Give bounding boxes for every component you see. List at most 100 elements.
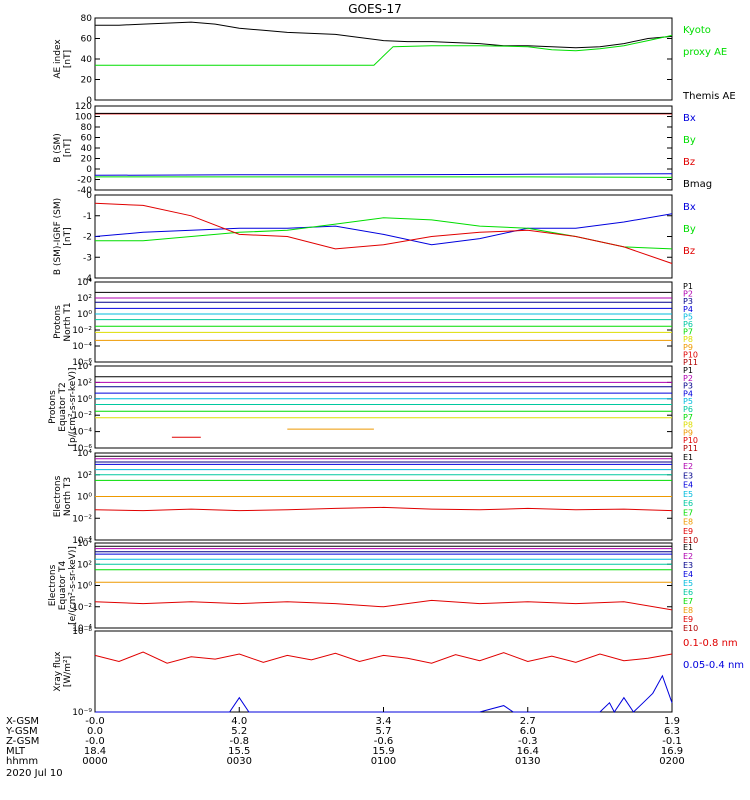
- y-tick-label: 10⁰: [77, 582, 92, 592]
- legend-entry: P7: [683, 413, 693, 422]
- series-bx: [94, 213, 673, 246]
- panel-frame: [94, 17, 673, 101]
- y-axis-label: Xray flux: [53, 651, 63, 692]
- legend-entry: Bz: [683, 246, 695, 257]
- y-tick-label: 10²: [77, 471, 92, 481]
- y-tick-label: 10⁴: [77, 278, 92, 288]
- x-cell: 0.0: [87, 726, 103, 737]
- legend-entry: E8: [683, 606, 693, 615]
- y-tick-label: 10⁻²: [72, 514, 92, 524]
- y-tick-label: 20: [81, 155, 93, 165]
- y-tick-label: 10⁻⁴: [72, 624, 92, 634]
- legend-entry: P8: [683, 335, 693, 344]
- legend-entry: Themis AE: [682, 91, 736, 102]
- x-cell: 16.4: [517, 746, 539, 757]
- x-cell: 3.4: [376, 716, 392, 727]
- legend-entry: E2: [683, 552, 693, 561]
- legend-entry: E4: [683, 481, 693, 490]
- y-axis-label: Protons: [53, 305, 63, 339]
- series-by: [95, 217, 673, 250]
- y-tick-label: 10⁴: [77, 362, 92, 372]
- series-bx: [94, 173, 673, 176]
- panel-ae: 80 60 40 20 0 AE index [nT] Kyoto proxy AE Themis…: [53, 14, 736, 106]
- x-cell: 6.0: [520, 726, 536, 737]
- y-axis-label: [nT]: [63, 227, 73, 245]
- panel-frame: [94, 365, 673, 449]
- legend-entry: E4: [683, 570, 693, 579]
- legend-entry: P5: [683, 312, 693, 321]
- legend-entry: E10: [683, 536, 698, 545]
- legend-entry: Kyoto: [683, 25, 711, 36]
- y-tick-label: 10⁴: [77, 449, 92, 459]
- series-by: [95, 176, 673, 178]
- legend-entry: E5: [683, 579, 693, 588]
- series-e9: [94, 506, 673, 512]
- legend-entry: E1: [683, 543, 693, 552]
- y-tick-label: 0: [86, 96, 92, 106]
- series-kyoto-proxy-ae: [95, 34, 673, 66]
- y-tick-label: 20: [81, 76, 93, 86]
- y-axis-label: [e/(cm²-s-sr-keV)]: [68, 546, 78, 625]
- y-axis-label: Electrons: [53, 475, 63, 517]
- series-e9: [94, 599, 673, 611]
- x-row-label: Y-GSM: [5, 726, 38, 737]
- y-axis-label: [nT]: [63, 139, 73, 157]
- x-axis-table: X-GSMY-GSMZ-GSMMLThhmm-0.00.0-0.018.4000…: [5, 707, 685, 767]
- legend-entry: Bmag: [683, 179, 712, 190]
- x-cell: 0030: [227, 756, 252, 767]
- x-cell: 15.9: [372, 746, 394, 757]
- y-axis-label: B (SM)-IGRF (SM): [53, 198, 63, 275]
- y-tick-label: -1: [83, 212, 92, 222]
- x-cell: -0.3: [518, 736, 538, 747]
- y-axis-label: [W/m²]: [63, 656, 73, 687]
- panel-pt1: 10⁴ 10² 10⁰ 10⁻² 10⁻⁴ 10⁻⁶ Protons North T1 P1P2…: [53, 278, 698, 368]
- legend-entry: 0.1-0.8 nm: [683, 638, 738, 649]
- x-row-label: X-GSM: [6, 716, 39, 727]
- y-tick-label: 10⁻²: [72, 411, 92, 421]
- y-tick-label: 10⁰: [77, 395, 92, 405]
- y-tick-label: 10²: [77, 560, 92, 570]
- y-tick-label: 10⁻⁸: [72, 627, 92, 637]
- legend-entry: P7: [683, 328, 693, 337]
- x-cell: 15.5: [228, 746, 250, 757]
- y-axis-label: [nT]: [63, 50, 73, 68]
- y-tick-label: 10⁻⁴: [72, 536, 92, 546]
- y-tick-label: 10⁻²: [72, 326, 92, 336]
- x-cell: -0.6: [374, 736, 394, 747]
- legend-entry: proxy AE: [683, 47, 727, 58]
- x-row-label: Z-GSM: [6, 736, 39, 747]
- legend-entry: P2: [683, 374, 693, 383]
- x-cell: 0000: [82, 756, 107, 767]
- x-cell: 6.3: [664, 726, 680, 737]
- panel-frame: [94, 630, 673, 713]
- legend-entry: P5: [683, 397, 693, 406]
- legend-entry: P11: [683, 444, 698, 453]
- y-axis-label: [p/(cm²-s-sr-keV)]: [68, 368, 78, 447]
- legend-entry: P10: [683, 350, 698, 359]
- x-cell: -0.8: [229, 736, 249, 747]
- y-axis-label: Equator T4: [58, 561, 68, 611]
- x-cell: -0.0: [85, 716, 105, 727]
- panel-xray: 10⁻⁸ 10⁻⁹ Xray flux [W/m²] 0.1-0.8 nm 0.05-0.…: [53, 627, 744, 718]
- legend-entry: 0.05-0.4 nm: [683, 660, 744, 671]
- legend-entry: P3: [683, 297, 693, 306]
- y-tick-label: -4: [83, 274, 92, 284]
- legend-entry: P6: [683, 320, 693, 329]
- y-tick-label: 10²: [77, 378, 92, 388]
- y-tick-label: 100: [75, 113, 92, 123]
- y-tick-label: 0: [86, 191, 92, 201]
- y-tick-label: 120: [75, 102, 92, 112]
- y-tick-label: 80: [81, 123, 93, 133]
- y-axis-label: North T3: [63, 477, 73, 516]
- y-tick-label: 10⁴: [77, 539, 92, 549]
- legend-entry: P4: [683, 305, 693, 314]
- x-row-label: MLT: [6, 746, 26, 757]
- series-0-05-0-4-nm: [95, 674, 673, 713]
- legend-entry: Bz: [683, 157, 695, 168]
- y-tick-label: -2: [83, 233, 92, 243]
- legend-entry: P3: [683, 382, 693, 391]
- y-tick-label: 10⁻⁴: [72, 342, 92, 352]
- y-tick-label: 10⁰: [77, 493, 92, 503]
